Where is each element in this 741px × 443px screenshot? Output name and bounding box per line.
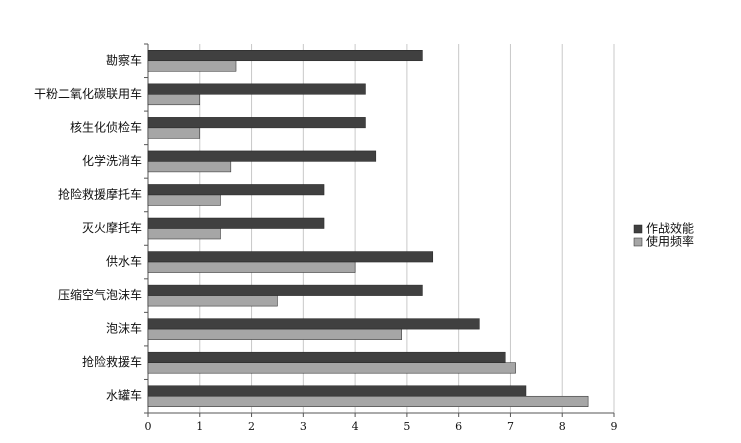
legend-swatch (633, 224, 643, 234)
y-tick-label: 水罐车 (106, 388, 142, 403)
bar (147, 184, 325, 196)
bar (147, 284, 423, 296)
bar (147, 351, 506, 363)
y-tick-label: 抢险救援车 (82, 354, 142, 369)
x-tick-label: 7 (507, 420, 514, 433)
bar (147, 94, 201, 106)
y-tick-label: 干粉二氧化碳联用车 (34, 86, 142, 101)
bar (147, 60, 237, 72)
x-tick-label: 8 (559, 420, 566, 433)
bar (147, 161, 232, 173)
bar (147, 251, 434, 263)
x-tick-label: 6 (455, 420, 462, 433)
x-tick-label: 2 (248, 420, 255, 433)
bar (147, 217, 325, 229)
y-tick-label: 压缩空气泡沫车 (58, 287, 142, 302)
legend-swatch (633, 237, 643, 247)
y-tick-label: 灭火摩托车 (82, 220, 142, 235)
y-tick-label: 泡沫车 (106, 321, 142, 336)
x-tick-label: 4 (352, 420, 359, 433)
x-tick-label: 9 (611, 420, 618, 433)
x-tick-label: 0 (145, 420, 152, 433)
bar (147, 318, 480, 330)
bar (147, 150, 377, 162)
y-tick-label: 核生化侦检车 (70, 119, 142, 134)
bar (147, 50, 423, 62)
bar (147, 328, 402, 340)
bar (147, 385, 527, 397)
y-tick-label: 抢险救援摩托车 (58, 186, 142, 201)
bar (147, 127, 201, 139)
legend-label: 使用频率 (646, 234, 694, 249)
bar (147, 228, 221, 240)
y-tick-label: 化学洗消车 (82, 153, 142, 168)
x-tick-label: 1 (196, 420, 203, 433)
legend-label: 作战效能 (646, 221, 694, 236)
bar (147, 194, 221, 206)
y-tick-label: 勘察车 (106, 52, 142, 67)
x-tick-label: 5 (403, 420, 410, 433)
bar (147, 295, 278, 307)
bar (147, 83, 366, 95)
bar (147, 261, 356, 273)
bar (147, 395, 589, 407)
x-tick-label: 3 (300, 420, 307, 433)
y-tick-label: 供水车 (106, 254, 142, 269)
bar (147, 117, 366, 129)
bar (147, 362, 516, 374)
